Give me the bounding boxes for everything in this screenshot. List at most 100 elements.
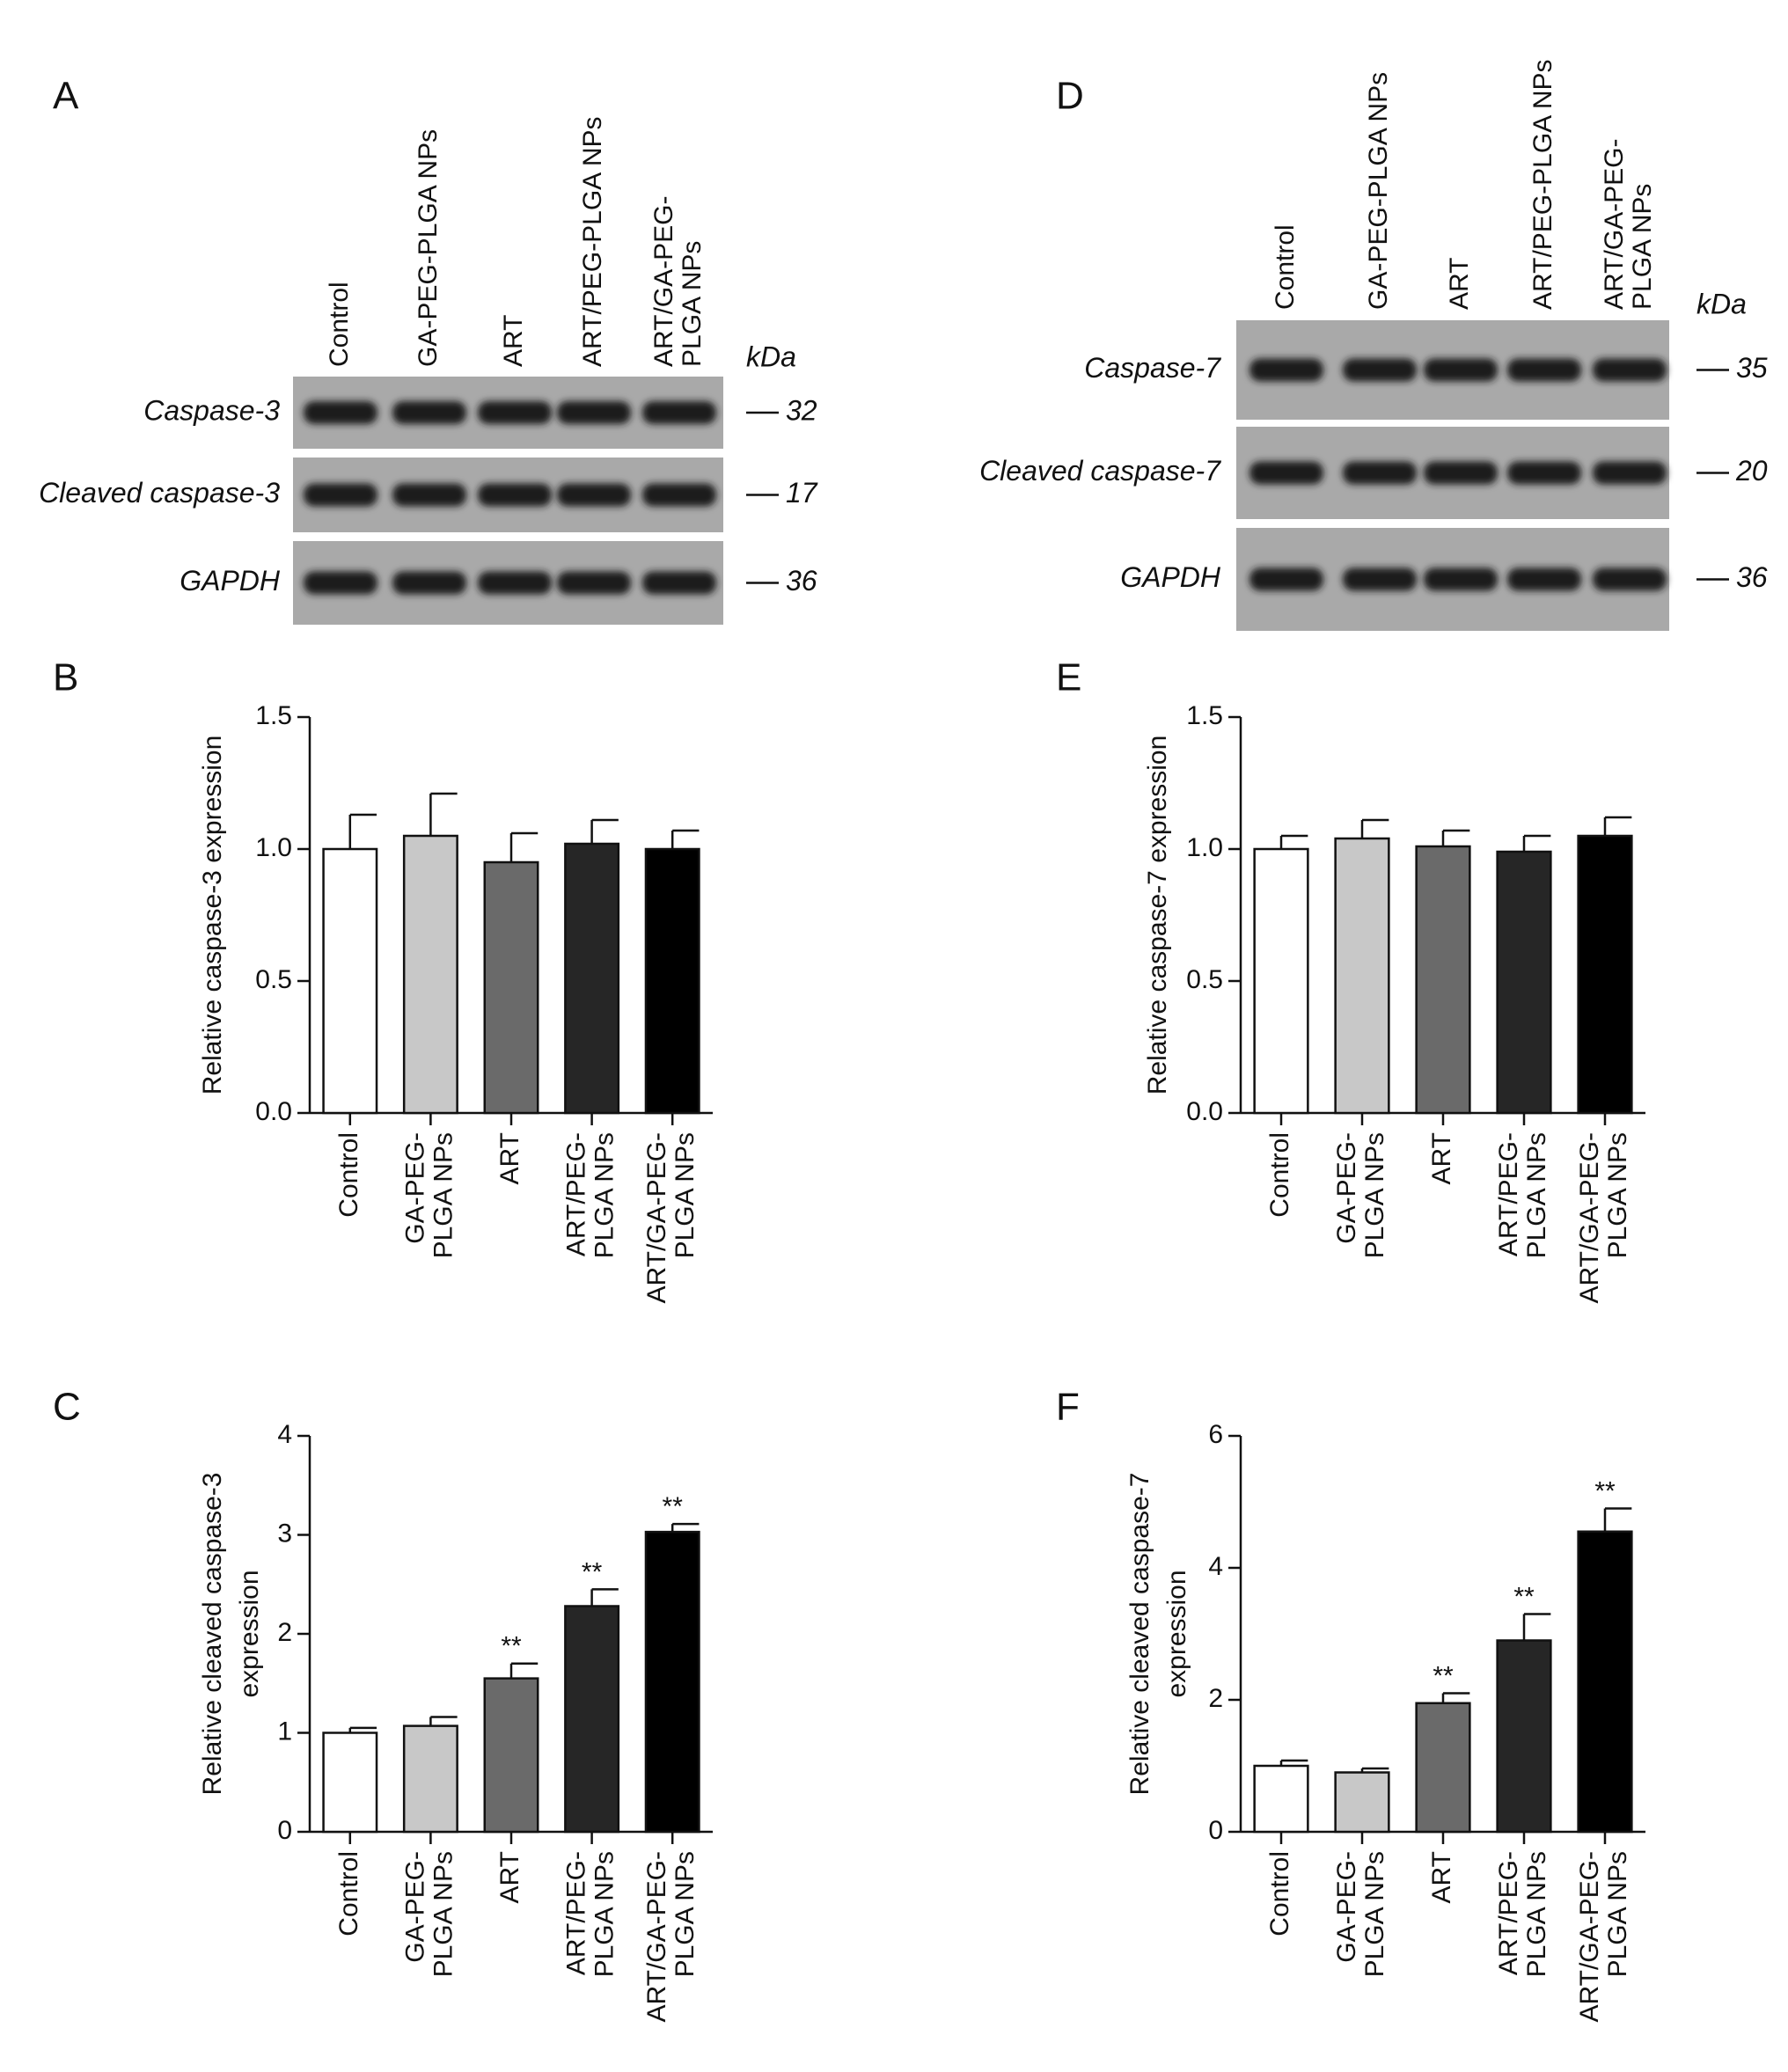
bar <box>483 1677 539 1834</box>
x-tick-label: ART/PEG-PLGA NPs <box>1494 1132 1551 1258</box>
row-name: Cleaved caspase-3 <box>39 477 280 509</box>
x-tick-label: ART <box>1427 1851 1456 1903</box>
blot-band <box>1424 358 1498 382</box>
y-axis-label-line: Relative caspase-7 expression <box>1143 736 1172 1095</box>
significance: ** <box>501 1632 522 1661</box>
y-axis-label: Relative caspase-7 expression <box>1143 736 1172 1095</box>
bar <box>1496 1639 1552 1834</box>
x-tick-label: GA-PEG-PLGA NPs <box>400 1132 458 1258</box>
x-tick-label-line: PLGA NPs <box>429 1132 458 1258</box>
blot-band <box>1593 567 1667 591</box>
x-tick-label-line: PLGA NPs <box>1522 1132 1551 1258</box>
significance: ** <box>1433 1661 1454 1690</box>
panel-label: E <box>1056 656 1081 699</box>
lane-label-line: GA-PEG-PLGA NPs <box>1364 72 1393 310</box>
x-tick-label-line: ART <box>1427 1132 1456 1184</box>
bar <box>1334 837 1390 1115</box>
row-name: GAPDH <box>1120 561 1221 593</box>
lane-label: Control <box>325 282 354 367</box>
kda-value: 17 <box>786 477 818 509</box>
blot-band <box>642 483 716 507</box>
row-name: GAPDH <box>180 565 281 597</box>
y-tick-label: 1 <box>277 1717 292 1746</box>
x-tick-label-line: PLGA NPs <box>590 1132 619 1258</box>
lane-label: ART/PEG-PLGA NPs <box>578 116 607 367</box>
x-tick-label-line: ART/GA-PEG- <box>1575 1132 1604 1303</box>
x-tick-label-line: GA-PEG- <box>1332 1132 1361 1244</box>
blot-band <box>1249 358 1323 382</box>
x-tick-label: ART/GA-PEG-PLGA NPs <box>642 1132 700 1303</box>
bar <box>564 1605 620 1834</box>
x-tick-label-line: PLGA NPs <box>1360 1851 1389 1977</box>
blot-band <box>557 483 631 507</box>
blot-band <box>557 401 631 424</box>
x-tick-label: ART/GA-PEG-PLGA NPs <box>642 1851 700 2022</box>
y-tick-label: 0.0 <box>255 1097 292 1126</box>
bar <box>1577 1530 1633 1834</box>
panel-label: F <box>1056 1386 1080 1429</box>
x-tick-label-line: PLGA NPs <box>590 1851 619 1977</box>
y-tick-label: 0.5 <box>255 965 292 994</box>
x-tick-label: GA-PEG-PLGA NPs <box>1332 1851 1389 1977</box>
blot-band <box>1343 567 1417 591</box>
x-tick-label-line: Control <box>334 1851 363 1937</box>
bar <box>1577 834 1633 1115</box>
blot-band <box>557 571 631 595</box>
blot-band <box>1249 461 1323 485</box>
y-tick-label: 1.0 <box>255 833 292 862</box>
y-tick-label: 1.5 <box>255 701 292 730</box>
y-axis-label: Relative cleaved caspase-3 expression <box>198 1473 264 1796</box>
y-tick-label: 0.0 <box>1186 1097 1223 1126</box>
x-tick-label: ART <box>495 1132 524 1184</box>
row-name: Cleaved caspase-7 <box>979 455 1221 487</box>
blot-band <box>642 571 716 595</box>
x-tick-label: ART <box>495 1851 524 1903</box>
bar <box>1415 1702 1471 1834</box>
blot-band <box>392 483 466 507</box>
lane-label: ART/PEG-PLGA NPs <box>1528 59 1557 310</box>
lane-label-line: ART <box>1445 258 1474 310</box>
bar <box>564 842 620 1115</box>
x-tick-label: ART/GA-PEG-PLGA NPs <box>1575 1132 1632 1303</box>
panel-label: A <box>53 75 79 118</box>
lane-label-line: GA-PEG-PLGA NPs <box>414 129 443 367</box>
x-tick-label: GA-PEG-PLGA NPs <box>1332 1132 1389 1258</box>
kda-value: 35 <box>1736 352 1768 384</box>
panel-label: C <box>53 1386 81 1429</box>
row-name: Caspase-3 <box>143 394 280 426</box>
x-tick-label-line: Control <box>334 1132 363 1218</box>
y-axis-label: Relative cleaved caspase-7 expression <box>1125 1473 1191 1796</box>
y-tick-label: 2 <box>277 1618 292 1647</box>
lane-label-line: ART/GA-PEG- <box>1600 139 1629 310</box>
y-tick-label: 2 <box>1208 1684 1223 1713</box>
x-tick-label: ART/PEG-PLGA NPs <box>562 1132 619 1258</box>
x-tick-label-line: ART <box>1427 1851 1456 1903</box>
blot-band <box>478 483 552 507</box>
x-tick-label-line: PLGA NPs <box>670 1851 700 1977</box>
y-tick-label: 0.5 <box>1186 965 1223 994</box>
kda-value: 20 <box>1735 455 1768 487</box>
x-tick-label-line: ART/PEG- <box>1494 1132 1523 1256</box>
x-tick-label: GA-PEG-PLGA NPs <box>400 1851 458 1977</box>
blot-band <box>304 401 377 424</box>
y-axis-label-line: expression <box>235 1570 264 1697</box>
lane-label: ART/GA-PEG-PLGA NPs <box>649 196 707 367</box>
y-tick-label: 6 <box>1208 1420 1223 1449</box>
significance: ** <box>663 1492 684 1521</box>
x-tick-label: Control <box>334 1851 363 1937</box>
bar <box>1253 847 1309 1115</box>
lane-label-line: PLGA NPs <box>678 241 707 367</box>
y-tick-label: 4 <box>277 1420 292 1449</box>
x-tick-label: ART/PEG-PLGA NPs <box>562 1851 619 1977</box>
blot-band <box>392 571 466 595</box>
blot-band <box>304 571 377 595</box>
x-tick-label: Control <box>334 1132 363 1218</box>
x-tick-label: Control <box>1265 1851 1294 1937</box>
blot-band <box>478 571 552 595</box>
bar <box>322 847 378 1115</box>
blot-band <box>1249 567 1323 591</box>
panel-label: D <box>1056 75 1084 118</box>
x-tick-label-line: ART <box>495 1851 524 1903</box>
lane-label: ART <box>1445 258 1474 310</box>
x-tick-label-line: Control <box>1265 1851 1294 1937</box>
